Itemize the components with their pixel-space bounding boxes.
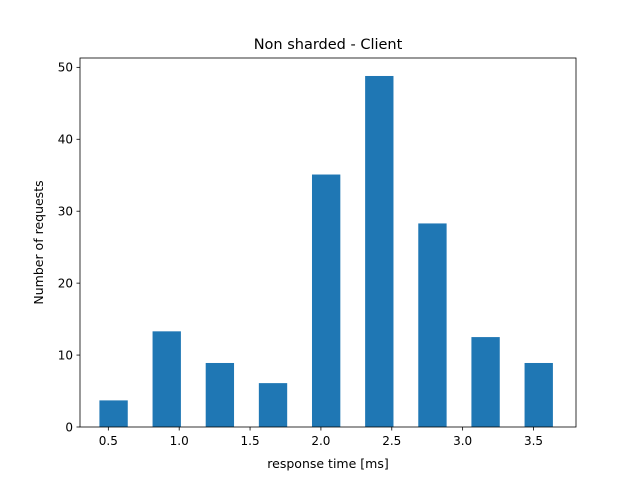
x-axis-ticks: 0.5 1.0 1.5 2.0 2.5 3.0 3.5 [99, 427, 543, 448]
x-tick-label: 0.5 [99, 434, 118, 448]
bars-group [99, 75, 553, 427]
bar [471, 337, 500, 427]
bar [418, 223, 447, 427]
bar [99, 400, 128, 427]
bar [311, 174, 341, 427]
x-tick-label: 1.5 [241, 434, 260, 448]
bar [152, 331, 181, 427]
y-tick-label: 40 [58, 133, 73, 147]
bar [258, 383, 288, 427]
x-axis-label: response time [ms] [267, 456, 388, 471]
bar [365, 75, 394, 427]
y-tick-label: 0 [65, 420, 73, 434]
bar [524, 362, 553, 427]
x-tick-label: 3.0 [453, 434, 472, 448]
chart-title: Non sharded - Client [254, 37, 403, 53]
y-tick-label: 30 [58, 205, 73, 219]
y-tick-label: 50 [58, 61, 73, 75]
bar [205, 362, 235, 427]
x-tick-label: 2.0 [311, 434, 330, 448]
x-tick-label: 2.5 [382, 434, 401, 448]
y-axis-ticks: 0 10 20 30 40 50 [58, 61, 80, 434]
plot-frame [79, 57, 577, 428]
x-tick-label: 1.0 [170, 434, 189, 448]
y-axis-label: Number of requests [31, 180, 46, 304]
x-tick-label: 3.5 [524, 434, 543, 448]
y-tick-label: 10 [58, 348, 73, 362]
y-tick-label: 20 [58, 276, 73, 290]
